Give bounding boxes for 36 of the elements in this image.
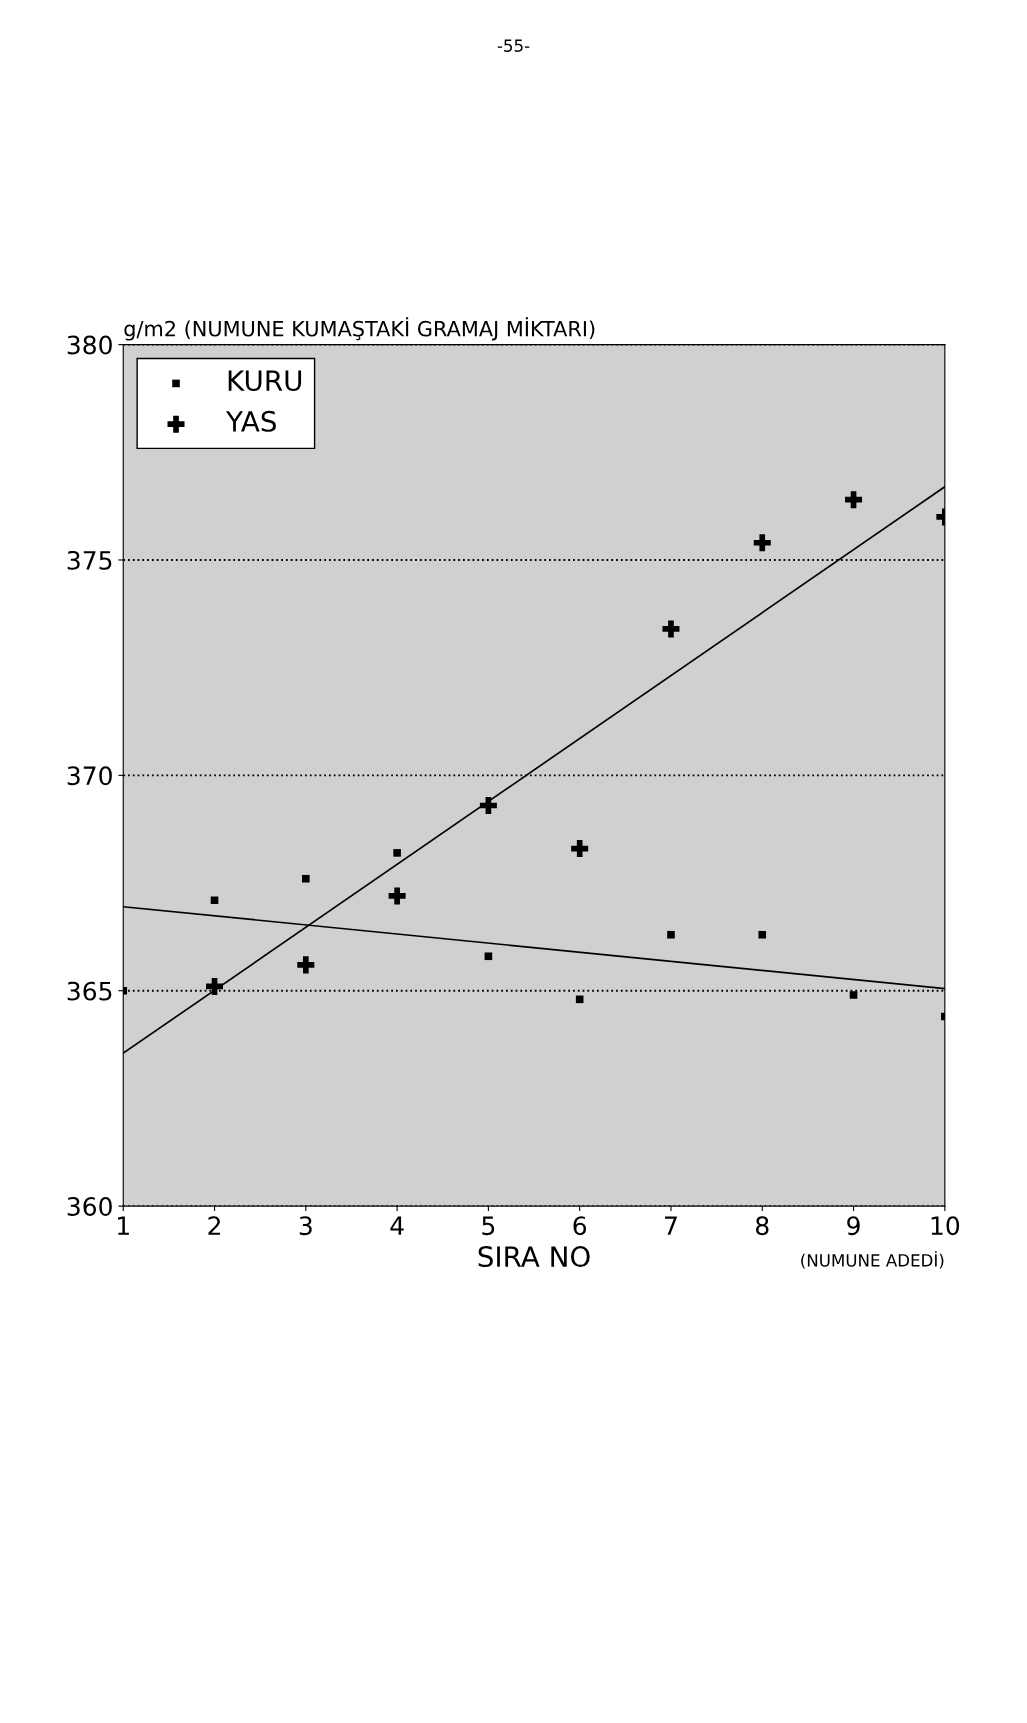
point bbox=[479, 797, 497, 815]
x-tick-label: 10 bbox=[931, 1216, 960, 1236]
point bbox=[210, 896, 219, 905]
point bbox=[393, 849, 401, 857]
y-tick-label: 370 bbox=[67, 766, 112, 786]
point bbox=[662, 620, 680, 638]
x-tick-label: 4 bbox=[390, 1216, 404, 1235]
point bbox=[758, 930, 767, 939]
y-tick-label: 365 bbox=[67, 981, 112, 1001]
x-axis-title: SIRA NO bbox=[478, 1246, 590, 1268]
y-axis-title: g/m2 (NUMUNE KUMAŞTAKİ GRAMAJ MİKTARI) bbox=[124, 317, 595, 341]
point bbox=[667, 930, 675, 939]
x-tick-label: 5 bbox=[482, 1216, 495, 1236]
x-tick-label: 7 bbox=[665, 1216, 677, 1235]
x-tick-label: 8 bbox=[756, 1216, 769, 1236]
legend-label: YAS bbox=[225, 410, 276, 432]
x-tick-label: 6 bbox=[573, 1216, 587, 1236]
text: (NUMUNE ADEDİ) bbox=[801, 1251, 944, 1269]
point bbox=[206, 977, 224, 995]
point bbox=[297, 956, 315, 974]
point bbox=[388, 887, 406, 905]
y-tick-label: 375 bbox=[67, 550, 112, 570]
point bbox=[845, 491, 863, 509]
x-tick-label: 2 bbox=[208, 1216, 220, 1235]
point bbox=[484, 952, 493, 961]
text: -55- bbox=[497, 39, 530, 52]
x-tick-label: 1 bbox=[118, 1216, 129, 1235]
point bbox=[302, 874, 310, 883]
y-tick-label: 380 bbox=[67, 335, 112, 355]
point bbox=[849, 991, 858, 999]
point bbox=[753, 534, 771, 552]
y-tick-label: 360 bbox=[67, 1197, 112, 1216]
x-tick-label: 3 bbox=[299, 1216, 312, 1236]
legend-label: KURU bbox=[228, 370, 302, 392]
point bbox=[571, 840, 589, 858]
x-tick-label: 9 bbox=[847, 1216, 860, 1236]
